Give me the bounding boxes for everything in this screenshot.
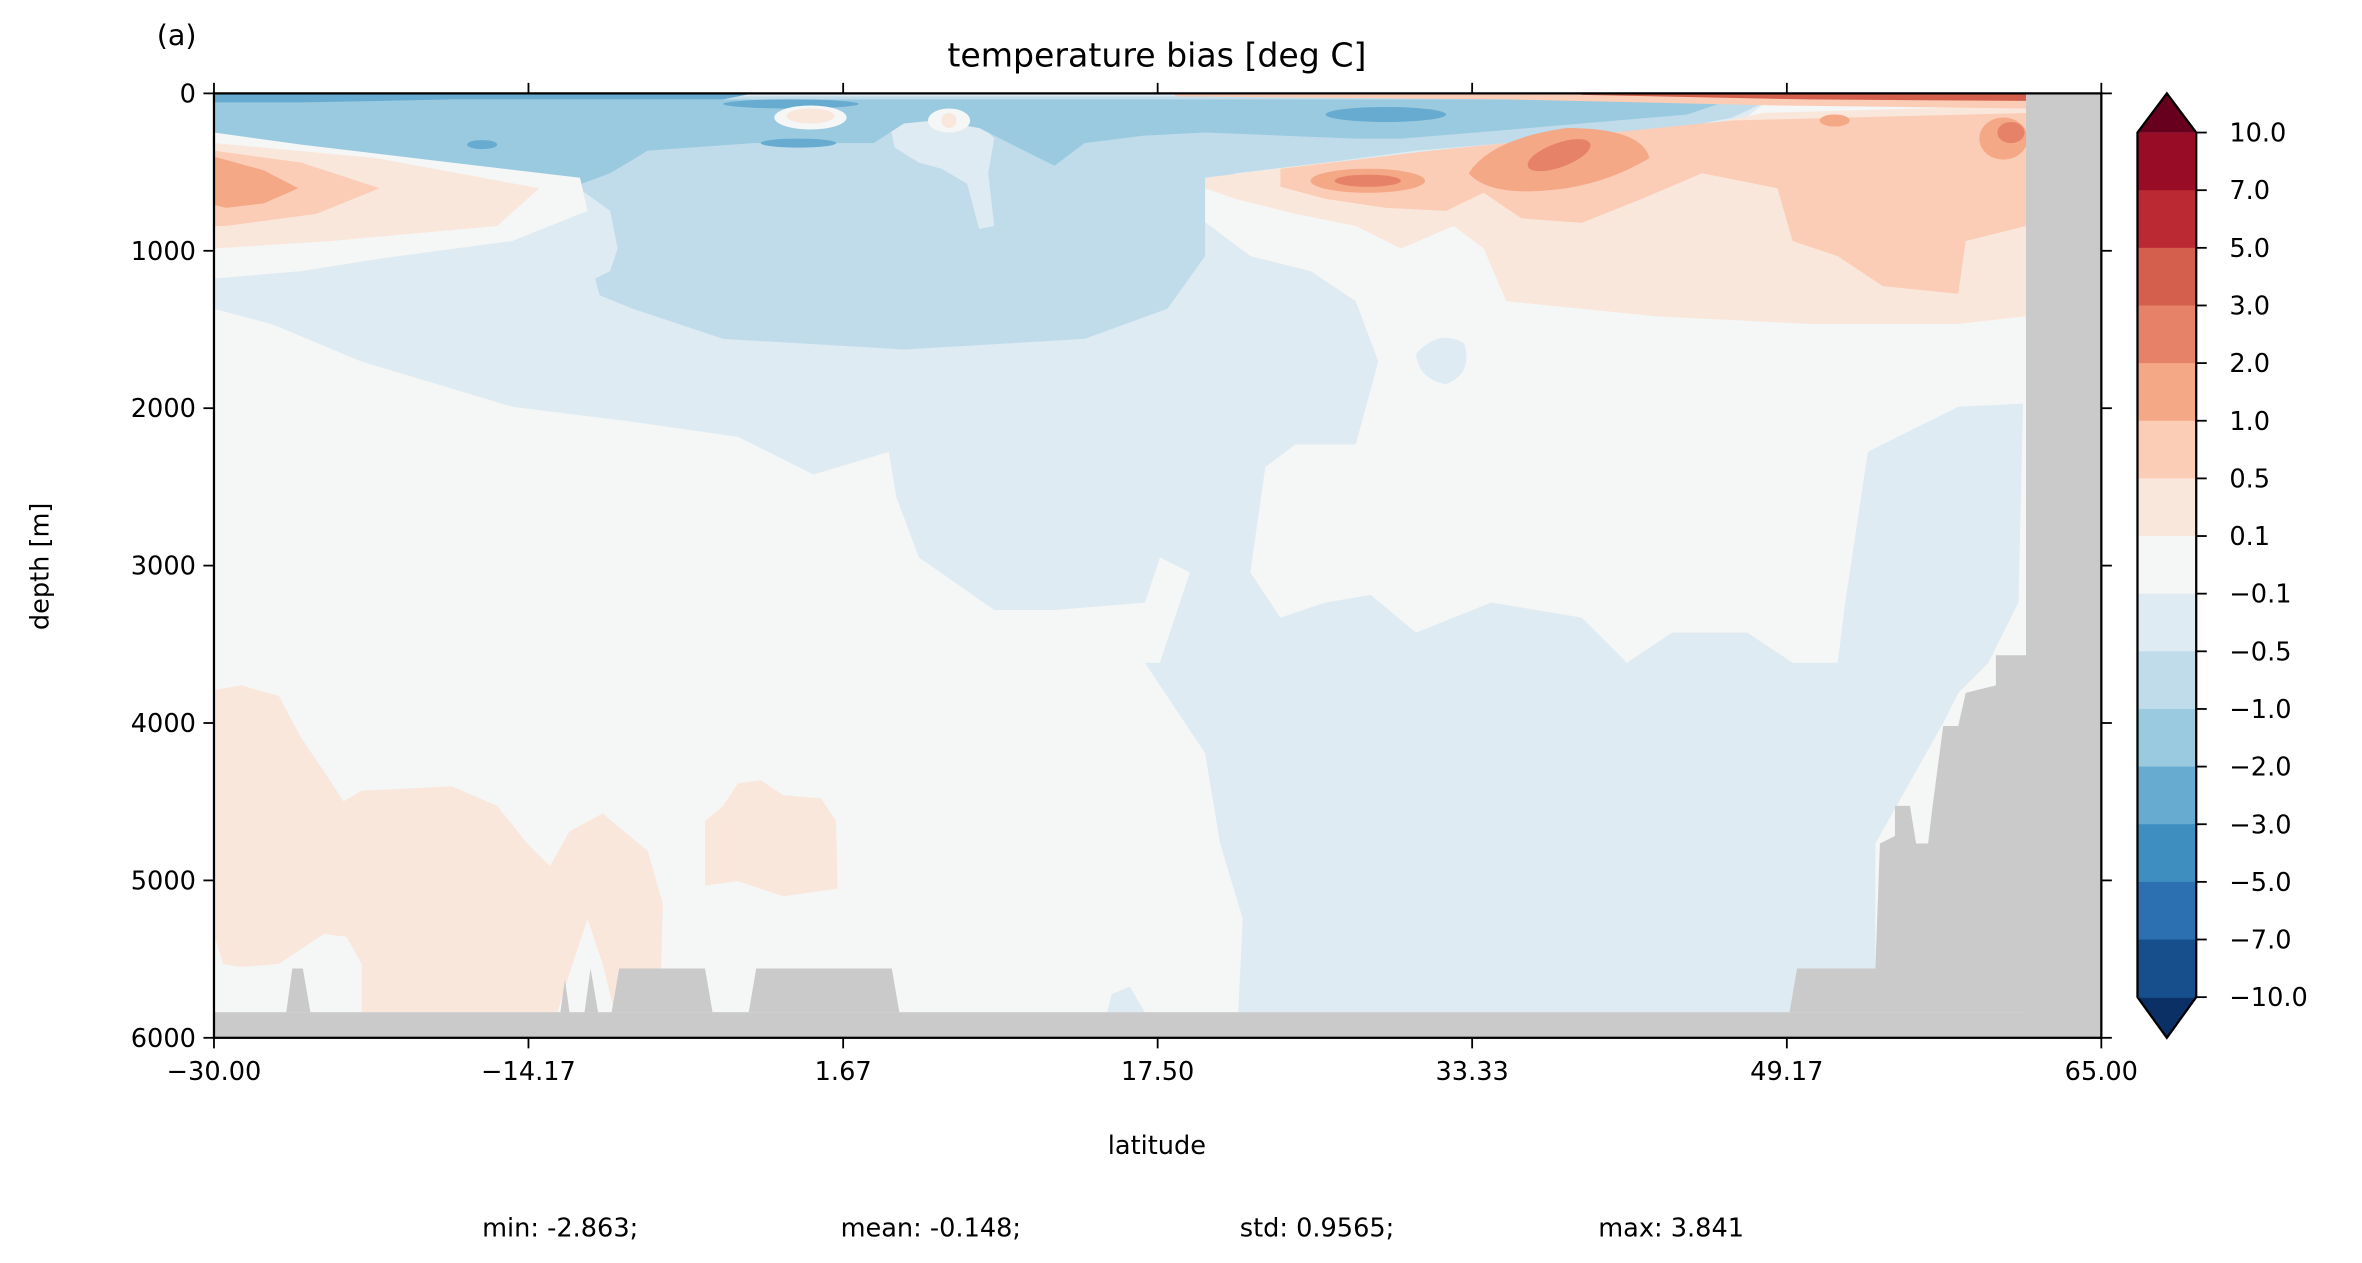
- chart-title: temperature bias [deg C]: [947, 35, 1366, 74]
- colorbar-bin: [2137, 939, 2197, 998]
- y-axis-label: depth [m]: [25, 503, 55, 631]
- colorbar-tick-label: 7.0: [2229, 176, 2270, 206]
- colorbar-tick-label: 1.0: [2229, 407, 2270, 437]
- colorbar-bin: [2137, 420, 2197, 480]
- contour-band-dark-blue-streak: [1325, 106, 1447, 123]
- contour-band-pale-pink-spot: [941, 112, 957, 129]
- land-mask-slope: [1789, 655, 2027, 1013]
- contour-band-pale-pink-spot: [786, 108, 835, 124]
- panel-label: (a): [157, 18, 197, 52]
- colorbar-tick-label: −7.0: [2229, 926, 2291, 956]
- contour-band-dark-blue-streak: [467, 140, 498, 150]
- land-mask-ridge: [286, 968, 900, 1013]
- stat-min: min: -2.863;: [482, 1214, 638, 1244]
- colorbar-tick-label: 3.0: [2229, 292, 2270, 322]
- land-mask-floor: [213, 1012, 2102, 1038]
- contour-band-coral-spot: [1997, 122, 2025, 144]
- contour-band-dark-blue-surface: [213, 93, 754, 103]
- contour-band-coral-spot: [1527, 139, 1591, 172]
- y-tick-label: 5000: [131, 866, 196, 896]
- colorbar-extend-max: [2137, 93, 2197, 133]
- contour-field: [213, 93, 2102, 1038]
- contour-band-blue: [213, 99, 1733, 196]
- colorbar-bin: [2137, 766, 2197, 825]
- stat-max: max: 3.841: [1598, 1214, 1744, 1244]
- contour-band-light-blue-deep: [1107, 986, 1145, 1013]
- colorbar-tick-label: −0.1: [2229, 580, 2291, 610]
- colorbar-tick-label: 5.0: [2229, 234, 2270, 264]
- colorbar-bin: [2137, 363, 2197, 422]
- y-tick-label: 2000: [131, 394, 196, 424]
- colorbar-tick-label: 2.0: [2229, 349, 2270, 379]
- y-tick-label: 1000: [131, 237, 196, 267]
- x-tick-label: 65.00: [2065, 1057, 2138, 1087]
- land-mask-wall: [2026, 93, 2102, 1038]
- colorbar-bin: [2137, 536, 2197, 595]
- colorbar-tick-label: 0.5: [2229, 464, 2270, 494]
- y-tick-label: 6000: [131, 1024, 196, 1054]
- colorbar-tick-label: 10.0: [2229, 119, 2286, 149]
- colorbar-bin: [2137, 824, 2197, 883]
- colorbar-bin: [2137, 881, 2197, 941]
- contour-band-dark-blue-streak: [760, 138, 837, 148]
- contour-band-pink-right: [1280, 112, 2027, 294]
- colorbar-bin: [2137, 190, 2197, 249]
- colorbar-bin: [2137, 132, 2197, 191]
- colorbar-tick-label: −3.0: [2229, 810, 2291, 840]
- colorbar-bin: [2137, 247, 2197, 307]
- contour-band-surface-hot: [1581, 93, 2027, 101]
- colorbar-bin: [2137, 593, 2197, 653]
- colorbar-extend-min: [2137, 997, 2197, 1038]
- colorbar-bin: [2137, 478, 2197, 537]
- colorbar-tick-label: −2.0: [2229, 753, 2291, 783]
- x-tick-label: 33.33: [1436, 1057, 1509, 1087]
- x-tick-label: 17.50: [1121, 1057, 1194, 1087]
- contour-band-salmon-left: [213, 156, 299, 208]
- colorbar: 10.0 7.0 5.0 3.0 2.0 1.0 0.5 0.1 −0.1 −0.5 −1.0 −2.…: [2136, 91, 2308, 1040]
- x-axis: −30.00 −14.17 1.67 17.50 33.33 49.17 65.00: [167, 82, 2138, 1087]
- colorbar-tick-label: −5.0: [2229, 868, 2291, 898]
- x-tick-label: −30.00: [167, 1057, 262, 1087]
- x-axis-label: latitude: [1108, 1131, 1206, 1161]
- stat-std: std: 0.9565;: [1240, 1214, 1395, 1244]
- stat-mean: mean: -0.148;: [841, 1214, 1021, 1244]
- x-tick-label: 49.17: [1750, 1057, 1823, 1087]
- y-axis: 0 1000 2000 3000 4000 5000 6000: [131, 79, 2112, 1054]
- x-tick-label: 1.67: [815, 1057, 872, 1087]
- colorbar-bin: [2137, 305, 2197, 364]
- colorbar-tick-label: −0.5: [2229, 637, 2291, 667]
- colorbar-tick-label: −10.0: [2229, 983, 2307, 1013]
- colorbar-bin: [2137, 651, 2197, 710]
- contour-band-coral-spot: [1334, 174, 1401, 187]
- colorbar-tick-label: 0.1: [2229, 522, 2270, 552]
- contour-band-pale-pink-deep: [213, 685, 663, 1013]
- contour-band-salmon-spot: [1819, 114, 1850, 127]
- colorbar-bin: [2137, 708, 2197, 768]
- contour-band-light-blue: [213, 93, 2024, 1013]
- colorbar-tick-label: −1.0: [2229, 695, 2291, 725]
- contour-band-dark-blue-streak: [723, 99, 859, 109]
- y-tick-label: 3000: [131, 552, 196, 582]
- y-tick-label: 4000: [131, 709, 196, 739]
- contour-band-light-blue-small: [1415, 337, 1467, 385]
- contour-band-pale-pink-deep: [705, 780, 838, 897]
- y-tick-label: 0: [180, 79, 196, 109]
- stats-line: min: -2.863; mean: -0.148; std: 0.9565; …: [482, 1214, 1744, 1244]
- x-tick-label: −14.17: [481, 1057, 576, 1087]
